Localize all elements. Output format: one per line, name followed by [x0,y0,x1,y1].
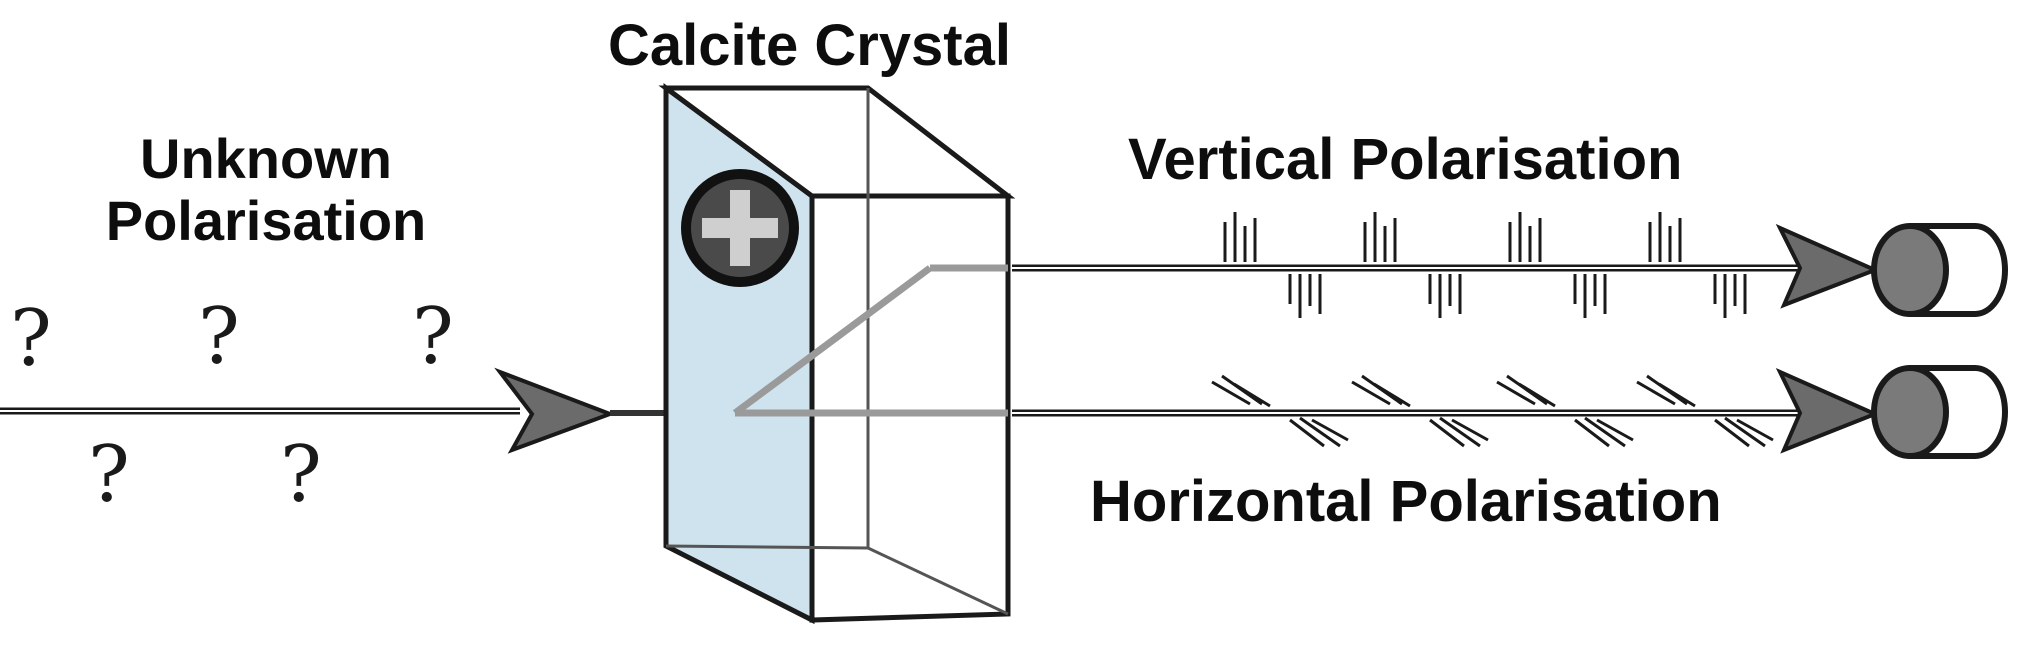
question-mark: ? [88,430,130,520]
calcite-crystal [658,83,1016,625]
extraordinary-ray [732,265,933,416]
unknown-polarisation-label: Unknown Polarisation [86,128,446,251]
unknown-label-line1: Unknown [140,127,392,190]
question-mark: ? [198,292,240,382]
question-mark: ? [10,294,52,384]
question-mark: ? [412,292,454,382]
horizontal-arrowhead [1775,367,1881,454]
horizontal-beam [1012,367,1881,454]
detector-top-icon [1871,223,2008,317]
plus-circle-icon[interactable] [681,169,799,287]
vertical-polarisation-label: Vertical Polarisation [1128,127,1683,192]
incoming-arrowhead [494,367,616,454]
vertical-beam [1012,212,1881,318]
crystal-label: Calcite Crystal [608,13,1011,78]
vertical-wave [1223,212,1747,318]
vertical-arrowhead [1775,223,1881,309]
detector-bottom-icon [1871,365,2008,459]
crystal-side-face [809,193,1011,623]
horizontal-polarisation-label: Horizontal Polarisation [1090,469,1722,534]
unknown-label-line2: Polarisation [105,188,427,252]
horizontal-wave [1211,374,1774,448]
question-mark: ? [280,430,322,520]
